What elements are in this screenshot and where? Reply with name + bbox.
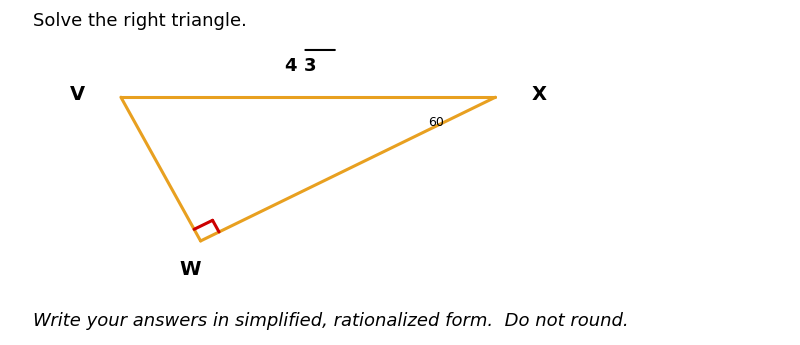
Text: V: V [70,85,85,104]
Text: 60: 60 [428,116,443,129]
Text: Solve the right triangle.: Solve the right triangle. [34,12,247,30]
Text: 4: 4 [284,57,296,75]
Text: 3: 3 [304,57,317,75]
Text: X: X [531,85,546,104]
Text: Write your answers in simplified, rationalized form.  Do not round.: Write your answers in simplified, ration… [34,312,629,330]
Text: W: W [180,260,202,279]
